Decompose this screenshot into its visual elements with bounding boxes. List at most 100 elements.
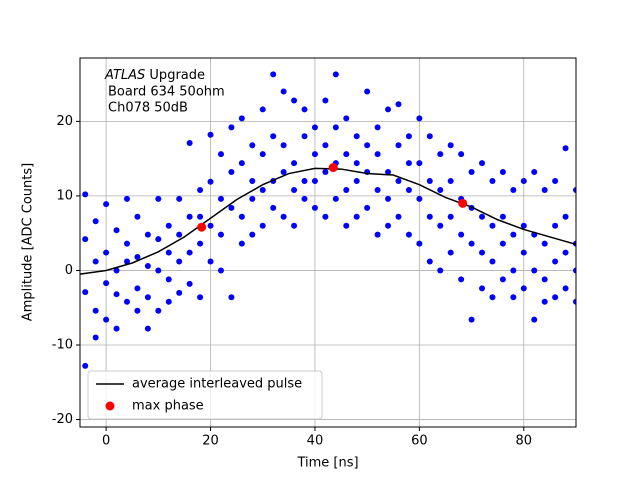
sample-point (238, 213, 245, 220)
sample-point (479, 249, 486, 256)
sample-point (228, 294, 235, 301)
sample-point (155, 195, 162, 202)
annotation-italic: ATLAS (104, 68, 145, 83)
sample-point (197, 213, 204, 220)
sample-point (270, 71, 277, 78)
sample-point (176, 289, 183, 296)
sample-point (113, 227, 120, 234)
sample-point (562, 145, 569, 152)
sample-point (447, 142, 454, 149)
sample-point (499, 213, 506, 220)
sample-point (364, 204, 371, 211)
sample-point (395, 142, 402, 149)
sample-point (510, 186, 517, 193)
sample-point (405, 186, 412, 193)
sample-point (416, 160, 423, 167)
sample-point (458, 276, 465, 283)
sample-point (573, 298, 576, 305)
sample-point (280, 142, 287, 149)
sample-point (311, 178, 318, 184)
sample-point (447, 213, 454, 220)
sample-point (447, 249, 454, 256)
sample-point (343, 186, 350, 193)
sample-point (134, 285, 141, 292)
sample-point (197, 186, 204, 193)
sample-point (405, 160, 412, 167)
sample-point (123, 258, 130, 265)
sample-point (364, 88, 371, 95)
y-tick-label: 0 (65, 263, 73, 278)
sample-point (92, 258, 99, 265)
sample-point (113, 267, 120, 274)
max-phase-point (458, 198, 468, 208)
sample-point (531, 316, 538, 323)
sample-point (155, 236, 162, 243)
sample-point (301, 195, 308, 202)
sample-point (479, 213, 486, 220)
sample-point (259, 222, 266, 229)
sample-point (144, 262, 151, 269)
sample-point (426, 213, 433, 220)
sample-point (165, 298, 172, 305)
sample-point (249, 142, 256, 149)
x-tick-label: 0 (102, 434, 110, 449)
sample-point (332, 124, 339, 131)
x-tick-label: 20 (202, 434, 219, 449)
sample-point (92, 334, 99, 341)
sample-point (113, 325, 120, 332)
sample-point (499, 276, 506, 283)
sample-point (332, 195, 339, 202)
sample-point (374, 124, 381, 131)
sample-point (103, 316, 110, 323)
sample-point (520, 285, 527, 292)
sample-point (520, 178, 527, 184)
sample-point (186, 213, 193, 220)
sample-point (123, 195, 130, 202)
grid (80, 58, 576, 427)
sample-point (447, 178, 454, 184)
y-tick-label: -20 (52, 412, 73, 427)
sample-point (499, 169, 506, 176)
sample-point (552, 294, 559, 301)
sample-point (144, 231, 151, 238)
y-tick-label: 20 (56, 114, 73, 129)
sample-point (207, 222, 214, 229)
sample-point (426, 133, 433, 140)
sample-point (343, 222, 350, 229)
legend-marker (105, 401, 115, 411)
sample-point (228, 124, 235, 131)
sample-point (322, 169, 329, 176)
sample-point (217, 231, 224, 238)
sample-point (416, 115, 423, 122)
sample-point (103, 201, 110, 208)
sample-point (207, 131, 214, 138)
sample-point (385, 169, 392, 176)
sample-point (489, 222, 496, 229)
sample-point (259, 186, 266, 193)
sample-point (249, 195, 256, 202)
sample-point (123, 240, 130, 247)
sample-point (82, 289, 89, 296)
sample-point (322, 97, 329, 104)
sample-point (103, 249, 110, 256)
sample-point (468, 240, 475, 247)
sample-point (311, 151, 318, 158)
sample-point (301, 106, 308, 113)
sample-point (405, 133, 412, 140)
sample-point (416, 195, 423, 202)
sample-point (134, 213, 141, 220)
max-phase-point (197, 222, 207, 232)
sample-point (552, 222, 559, 229)
sample-point (144, 325, 151, 332)
sample-point (541, 298, 548, 305)
sample-point (311, 204, 318, 211)
sample-point (353, 178, 360, 184)
sample-point (207, 178, 214, 185)
y-axis-label: Amplitude [ADC Counts] (21, 163, 36, 321)
x-tick-label: 60 (411, 434, 428, 449)
sample-point (510, 267, 517, 274)
sample-point (458, 151, 465, 158)
sample-point (395, 213, 402, 220)
sample-point (426, 178, 433, 184)
sample-point (186, 139, 193, 146)
